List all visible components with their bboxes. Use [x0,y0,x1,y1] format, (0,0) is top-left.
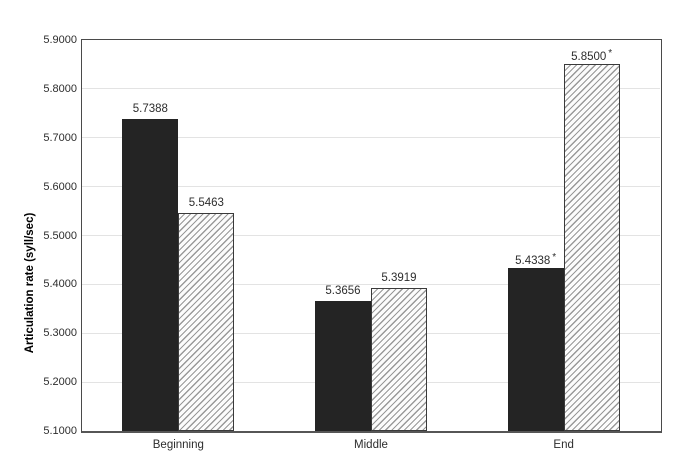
significance-asterisk: * [552,251,557,263]
bar-diagonal-hatched-series-beginning [178,212,235,431]
significance-asterisk: * [608,48,613,60]
y-tick-label: 5.6000 [43,180,77,193]
y-tick-label: 5.3000 [43,327,77,340]
y-gridline [82,137,660,139]
y-tick-label: 5.1000 [43,425,77,437]
x-category-label-middle: Middle [354,439,388,451]
y-tick-label: 5.8000 [43,82,77,95]
bar-diagonal-hatched-series-end [563,64,620,431]
value-label-solid-black-series-end: 5.4338 * [515,251,557,267]
bar-solid-black-series-middle [315,301,371,431]
x-category-label-beginning: Beginning [152,439,204,451]
x-category-label-end: End [553,439,574,451]
y-gridline [82,88,660,90]
y-gridline [82,283,660,285]
value-label-solid-black-series-middle: 5.3656 [325,285,361,298]
bar-solid-black-series-beginning [122,118,179,431]
y-gridline [82,186,660,188]
value-label-solid-black-series-beginning: 5.7388 [132,102,168,115]
y-axis-line [29,35,31,195]
y-axis-title: Articulation rate (syll/sec) [24,212,36,354]
bar-solid-black-series-end [507,267,564,431]
y-gridline [82,235,660,236]
value-label-diagonal-hatched-series-middle: 5.3919 [381,272,417,285]
value-label-diagonal-hatched-series-end: 5.8500 * [571,48,613,64]
y-tick-label: 5.7000 [43,131,77,144]
y-tick-label: 5.5000 [43,229,77,242]
bar-diagonal-hatched-series-middle [371,288,427,431]
y-tick-label: 5.4000 [43,278,77,291]
y-tick-label: 5.2000 [43,376,77,389]
stray-mark [577,455,579,464]
y-tick-label: 5.9000 [43,34,77,46]
value-label-diagonal-hatched-series-beginning: 5.5463 [188,196,224,209]
